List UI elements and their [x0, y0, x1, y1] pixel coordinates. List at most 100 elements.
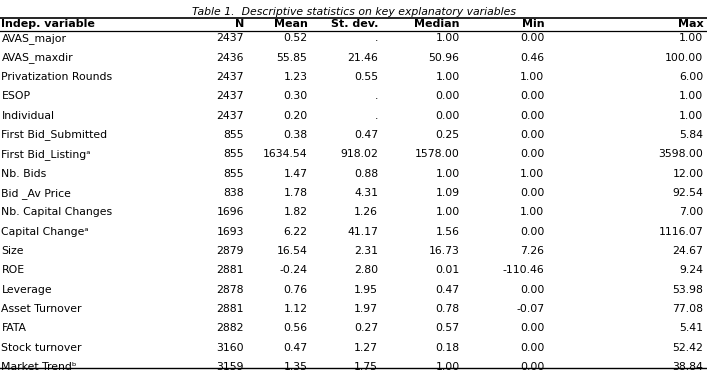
Text: 55.85: 55.85 [276, 53, 308, 62]
Text: 9.24: 9.24 [679, 266, 703, 275]
Text: 0.00: 0.00 [520, 130, 544, 140]
Text: 5.84: 5.84 [679, 130, 703, 140]
Text: 0.76: 0.76 [284, 285, 308, 295]
Text: 1634.54: 1634.54 [263, 150, 308, 159]
Text: St. dev.: St. dev. [331, 19, 378, 29]
Text: AVAS_major: AVAS_major [1, 33, 66, 44]
Text: 3159: 3159 [216, 362, 244, 372]
Text: 100.00: 100.00 [665, 53, 703, 62]
Text: 0.20: 0.20 [284, 111, 308, 121]
Text: 0.78: 0.78 [436, 304, 460, 314]
Text: 53.98: 53.98 [672, 285, 703, 295]
Text: 0.00: 0.00 [520, 92, 544, 101]
Text: 7.00: 7.00 [679, 208, 703, 217]
Text: 918.02: 918.02 [340, 150, 378, 159]
Text: 1693: 1693 [216, 227, 244, 237]
Text: Nb. Bids: Nb. Bids [1, 169, 47, 179]
Text: .: . [375, 92, 378, 101]
Text: 0.47: 0.47 [354, 130, 378, 140]
Text: 0.00: 0.00 [520, 111, 544, 121]
Text: 1116.07: 1116.07 [659, 227, 703, 237]
Text: 1.00: 1.00 [520, 169, 544, 179]
Text: 1.78: 1.78 [284, 188, 308, 198]
Text: .: . [375, 111, 378, 121]
Text: 1.35: 1.35 [284, 362, 308, 372]
Text: 77.08: 77.08 [672, 304, 703, 314]
Text: 12.00: 12.00 [672, 169, 703, 179]
Text: 2437: 2437 [216, 72, 244, 82]
Text: 1.27: 1.27 [354, 343, 378, 353]
Text: 24.67: 24.67 [672, 246, 703, 256]
Text: 0.47: 0.47 [284, 343, 308, 353]
Text: 855: 855 [223, 169, 244, 179]
Text: 1.00: 1.00 [436, 169, 460, 179]
Text: Individual: Individual [1, 111, 54, 121]
Text: -0.07: -0.07 [516, 304, 544, 314]
Text: ESOP: ESOP [1, 92, 30, 101]
Text: 0.46: 0.46 [520, 53, 544, 62]
Text: 16.73: 16.73 [428, 246, 460, 256]
Text: 6.00: 6.00 [679, 72, 703, 82]
Text: 6.22: 6.22 [284, 227, 308, 237]
Text: 1.12: 1.12 [284, 304, 308, 314]
Text: 0.27: 0.27 [354, 324, 378, 333]
Text: 2.80: 2.80 [354, 266, 378, 275]
Text: 0.00: 0.00 [520, 150, 544, 159]
Text: 1.00: 1.00 [679, 33, 703, 43]
Text: 855: 855 [223, 150, 244, 159]
Text: 838: 838 [223, 188, 244, 198]
Text: 5.41: 5.41 [679, 324, 703, 333]
Text: 2436: 2436 [216, 53, 244, 62]
Text: 1.00: 1.00 [520, 208, 544, 217]
Text: 0.47: 0.47 [436, 285, 460, 295]
Text: Capital Changeᵃ: Capital Changeᵃ [1, 227, 89, 237]
Text: 2.31: 2.31 [354, 246, 378, 256]
Text: 0.38: 0.38 [284, 130, 308, 140]
Text: 1.09: 1.09 [436, 188, 460, 198]
Text: 50.96: 50.96 [428, 53, 460, 62]
Text: 0.00: 0.00 [520, 362, 544, 372]
Text: .: . [375, 33, 378, 43]
Text: 92.54: 92.54 [672, 188, 703, 198]
Text: Privatization Rounds: Privatization Rounds [1, 72, 112, 82]
Text: -0.24: -0.24 [279, 266, 308, 275]
Text: 2437: 2437 [216, 33, 244, 43]
Text: 1.00: 1.00 [436, 362, 460, 372]
Text: 0.88: 0.88 [354, 169, 378, 179]
Text: 2437: 2437 [216, 92, 244, 101]
Text: 1.23: 1.23 [284, 72, 308, 82]
Text: 0.56: 0.56 [284, 324, 308, 333]
Text: 2881: 2881 [216, 266, 244, 275]
Text: Size: Size [1, 246, 24, 256]
Text: First Bid_Listingᵃ: First Bid_Listingᵃ [1, 149, 91, 160]
Text: 0.55: 0.55 [354, 72, 378, 82]
Text: 41.17: 41.17 [347, 227, 378, 237]
Text: AVAS_maxdir: AVAS_maxdir [1, 52, 73, 63]
Text: 0.00: 0.00 [436, 92, 460, 101]
Text: 2879: 2879 [216, 246, 244, 256]
Text: 855: 855 [223, 130, 244, 140]
Text: 0.52: 0.52 [284, 33, 308, 43]
Text: 0.18: 0.18 [436, 343, 460, 353]
Text: 0.00: 0.00 [520, 227, 544, 237]
Text: 0.01: 0.01 [436, 266, 460, 275]
Text: 1.26: 1.26 [354, 208, 378, 217]
Text: Mean: Mean [274, 19, 308, 29]
Text: ROE: ROE [1, 266, 25, 275]
Text: 1.47: 1.47 [284, 169, 308, 179]
Text: 0.00: 0.00 [520, 343, 544, 353]
Text: 0.25: 0.25 [436, 130, 460, 140]
Text: FATA: FATA [1, 324, 26, 333]
Text: 1.00: 1.00 [679, 92, 703, 101]
Text: Stock turnover: Stock turnover [1, 343, 82, 353]
Text: 21.46: 21.46 [347, 53, 378, 62]
Text: 4.31: 4.31 [354, 188, 378, 198]
Text: 1.82: 1.82 [284, 208, 308, 217]
Text: 0.00: 0.00 [520, 324, 544, 333]
Text: 2878: 2878 [216, 285, 244, 295]
Text: 1.00: 1.00 [436, 72, 460, 82]
Text: 1.00: 1.00 [436, 33, 460, 43]
Text: Asset Turnover: Asset Turnover [1, 304, 82, 314]
Text: Max: Max [678, 19, 703, 29]
Text: Bid _Av Price: Bid _Av Price [1, 187, 71, 199]
